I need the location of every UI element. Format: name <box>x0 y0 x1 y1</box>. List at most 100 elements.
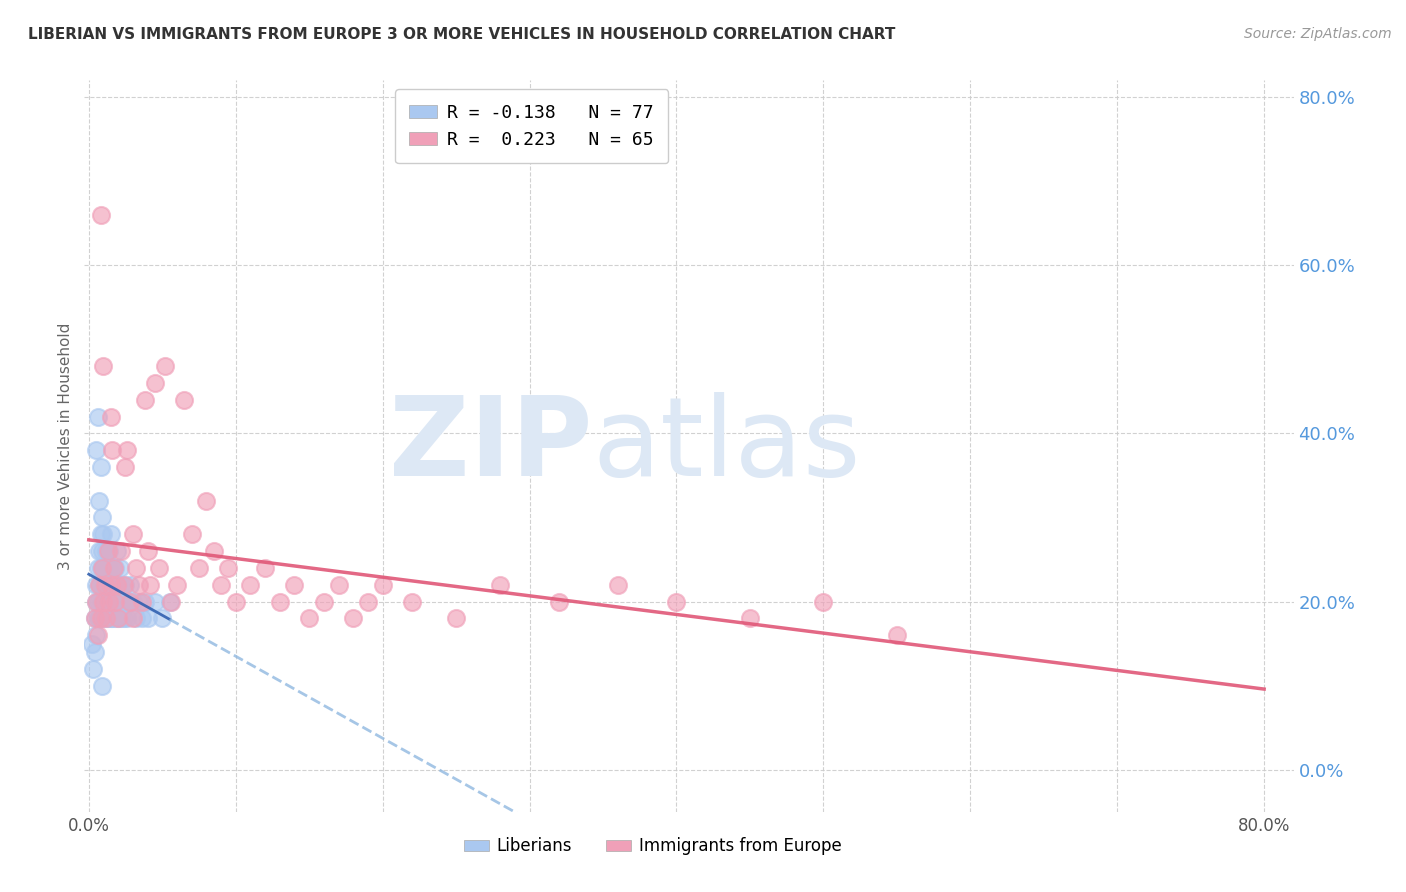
Point <box>91 578 114 592</box>
Point <box>103 594 125 608</box>
Point <box>87 493 110 508</box>
Point <box>444 611 467 625</box>
Legend: Liberians, Immigrants from Europe: Liberians, Immigrants from Europe <box>457 830 848 862</box>
Point <box>97 611 120 625</box>
Point <box>357 594 380 608</box>
Point <box>84 578 107 592</box>
Point <box>87 544 110 558</box>
Text: atlas: atlas <box>592 392 860 500</box>
Point <box>101 611 124 625</box>
Point <box>104 561 127 575</box>
Point <box>112 611 135 625</box>
Point <box>813 594 835 608</box>
Point <box>93 594 115 608</box>
Point <box>98 594 121 608</box>
Point <box>84 443 107 458</box>
Point <box>104 611 127 625</box>
Point <box>312 594 335 608</box>
Point <box>103 561 125 575</box>
Point <box>87 578 110 592</box>
Point <box>89 611 111 625</box>
Point <box>217 561 239 575</box>
Point <box>298 611 321 625</box>
Point <box>239 578 262 592</box>
Point <box>86 594 108 608</box>
Point <box>136 544 159 558</box>
Point <box>136 611 159 625</box>
Point <box>94 561 117 575</box>
Point <box>117 594 139 608</box>
Point <box>104 578 127 592</box>
Point <box>87 578 110 592</box>
Point <box>548 594 571 608</box>
Point <box>94 578 117 592</box>
Point <box>131 594 153 608</box>
Point <box>202 544 225 558</box>
Point <box>83 645 105 659</box>
Point <box>96 611 118 625</box>
Point <box>118 594 141 608</box>
Point <box>115 443 138 458</box>
Point <box>87 611 110 625</box>
Point <box>166 578 188 592</box>
Point <box>153 359 176 373</box>
Point <box>114 594 136 608</box>
Point <box>665 594 688 608</box>
Point <box>886 628 908 642</box>
Point <box>125 561 148 575</box>
Point <box>97 561 120 575</box>
Point <box>110 544 132 558</box>
Point <box>86 561 108 575</box>
Point <box>110 578 132 592</box>
Text: LIBERIAN VS IMMIGRANTS FROM EUROPE 3 OR MORE VEHICLES IN HOUSEHOLD CORRELATION C: LIBERIAN VS IMMIGRANTS FROM EUROPE 3 OR … <box>28 27 896 42</box>
Point <box>489 578 512 592</box>
Point <box>94 611 117 625</box>
Point <box>94 594 117 608</box>
Point <box>111 594 134 608</box>
Point <box>128 594 150 608</box>
Point <box>98 594 121 608</box>
Point <box>84 628 107 642</box>
Point <box>98 561 121 575</box>
Point <box>89 578 111 592</box>
Point <box>225 594 247 608</box>
Point <box>121 594 143 608</box>
Point <box>195 493 218 508</box>
Point <box>105 544 128 558</box>
Point <box>134 594 156 608</box>
Point <box>86 409 108 424</box>
Point <box>105 578 128 592</box>
Point <box>209 578 232 592</box>
Point <box>269 594 291 608</box>
Point <box>371 578 394 592</box>
Point <box>254 561 277 575</box>
Point <box>97 578 120 592</box>
Point <box>83 611 105 625</box>
Point <box>342 611 364 625</box>
Y-axis label: 3 or more Vehicles in Household: 3 or more Vehicles in Household <box>58 322 73 570</box>
Point <box>121 611 143 625</box>
Point <box>606 578 628 592</box>
Point <box>89 208 111 222</box>
Point <box>134 392 156 407</box>
Point <box>150 611 173 625</box>
Point <box>114 578 136 592</box>
Point <box>131 611 153 625</box>
Point <box>89 594 111 608</box>
Point <box>97 544 120 558</box>
Point <box>104 594 127 608</box>
Point <box>96 578 118 592</box>
Point <box>121 527 143 541</box>
Point <box>108 561 131 575</box>
Point <box>89 460 111 475</box>
Point <box>110 611 132 625</box>
Point <box>114 460 136 475</box>
Point <box>173 392 195 407</box>
Point <box>125 611 148 625</box>
Point <box>139 578 162 592</box>
Point <box>82 662 104 676</box>
Point <box>91 544 114 558</box>
Point <box>93 578 115 592</box>
Point <box>98 544 121 558</box>
Point <box>401 594 423 608</box>
